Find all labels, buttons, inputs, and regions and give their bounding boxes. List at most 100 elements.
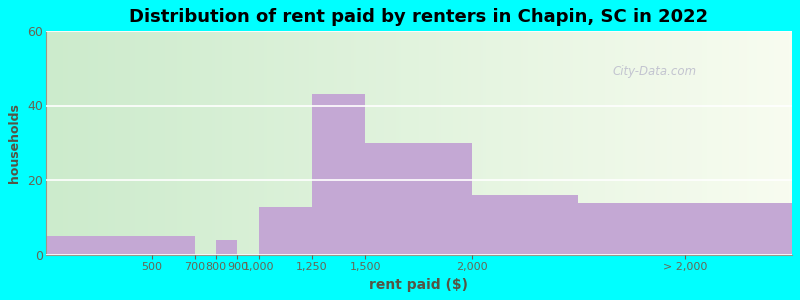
Bar — [764, 31, 766, 255]
Bar — [474, 31, 476, 255]
Bar — [61, 31, 63, 255]
Bar — [349, 31, 351, 255]
Bar — [299, 31, 302, 255]
Bar — [212, 31, 214, 255]
Bar — [558, 31, 560, 255]
Bar — [207, 31, 210, 255]
Bar — [55, 31, 58, 255]
Bar — [627, 31, 630, 255]
Bar — [777, 31, 779, 255]
Bar — [622, 31, 625, 255]
Bar — [227, 31, 230, 255]
Bar — [786, 31, 789, 255]
Bar — [498, 31, 501, 255]
Bar — [674, 31, 678, 255]
Bar — [309, 31, 312, 255]
Bar — [418, 31, 421, 255]
Bar — [779, 31, 782, 255]
Bar — [521, 31, 523, 255]
Bar — [292, 31, 294, 255]
Bar — [145, 31, 147, 255]
Bar — [496, 31, 498, 255]
Bar — [600, 31, 602, 255]
Bar — [732, 31, 734, 255]
Bar — [454, 31, 456, 255]
Bar — [573, 31, 575, 255]
Bar — [535, 31, 538, 255]
Bar — [329, 31, 331, 255]
Bar — [757, 31, 759, 255]
Bar — [541, 31, 543, 255]
Bar — [618, 31, 620, 255]
Bar — [265, 31, 267, 255]
Bar — [205, 31, 207, 255]
Bar — [436, 31, 438, 255]
Bar — [750, 31, 752, 255]
Bar — [638, 31, 640, 255]
Bar — [737, 31, 739, 255]
Bar — [192, 31, 194, 255]
Bar — [140, 31, 142, 255]
Bar — [678, 31, 680, 255]
Bar — [772, 31, 774, 255]
Bar — [194, 31, 198, 255]
Bar — [102, 31, 106, 255]
Bar — [555, 31, 558, 255]
Bar — [198, 31, 200, 255]
Bar — [461, 31, 463, 255]
Bar — [580, 31, 582, 255]
Bar — [476, 31, 478, 255]
Bar — [434, 31, 436, 255]
Bar — [155, 31, 158, 255]
Bar — [608, 31, 610, 255]
Bar — [108, 31, 110, 255]
Bar — [449, 31, 451, 255]
Bar — [267, 31, 270, 255]
Bar — [73, 31, 75, 255]
Bar — [245, 31, 247, 255]
Bar — [138, 31, 140, 255]
Bar — [106, 31, 108, 255]
Bar — [391, 31, 394, 255]
Bar — [337, 31, 339, 255]
Bar — [53, 31, 55, 255]
Bar — [705, 31, 707, 255]
Bar — [610, 31, 613, 255]
Text: City-Data.com: City-Data.com — [613, 64, 697, 78]
Bar — [662, 31, 665, 255]
Bar — [516, 31, 518, 255]
Bar — [304, 31, 306, 255]
Bar — [510, 31, 513, 255]
Bar — [66, 31, 68, 255]
Bar — [478, 31, 481, 255]
Bar — [225, 31, 227, 255]
Bar — [68, 31, 70, 255]
Bar — [595, 31, 598, 255]
Bar — [46, 236, 194, 255]
Bar — [259, 31, 262, 255]
Bar — [488, 31, 490, 255]
Bar — [593, 31, 595, 255]
Title: Distribution of rent paid by renters in Chapin, SC in 2022: Distribution of rent paid by renters in … — [129, 8, 708, 26]
Bar — [98, 31, 100, 255]
Bar — [147, 31, 150, 255]
Bar — [707, 31, 710, 255]
Bar — [747, 31, 750, 255]
Bar — [426, 31, 429, 255]
Bar — [655, 31, 658, 255]
Bar — [230, 31, 232, 255]
Bar — [578, 31, 580, 255]
Bar — [113, 31, 115, 255]
Bar — [411, 31, 414, 255]
Bar — [80, 31, 83, 255]
Bar — [680, 31, 682, 255]
Bar — [441, 31, 443, 255]
Bar — [398, 31, 401, 255]
Bar — [483, 31, 486, 255]
Bar — [190, 31, 192, 255]
Bar — [702, 31, 705, 255]
Bar — [431, 31, 434, 255]
Bar — [232, 31, 234, 255]
Bar — [165, 31, 167, 255]
Bar — [153, 31, 155, 255]
